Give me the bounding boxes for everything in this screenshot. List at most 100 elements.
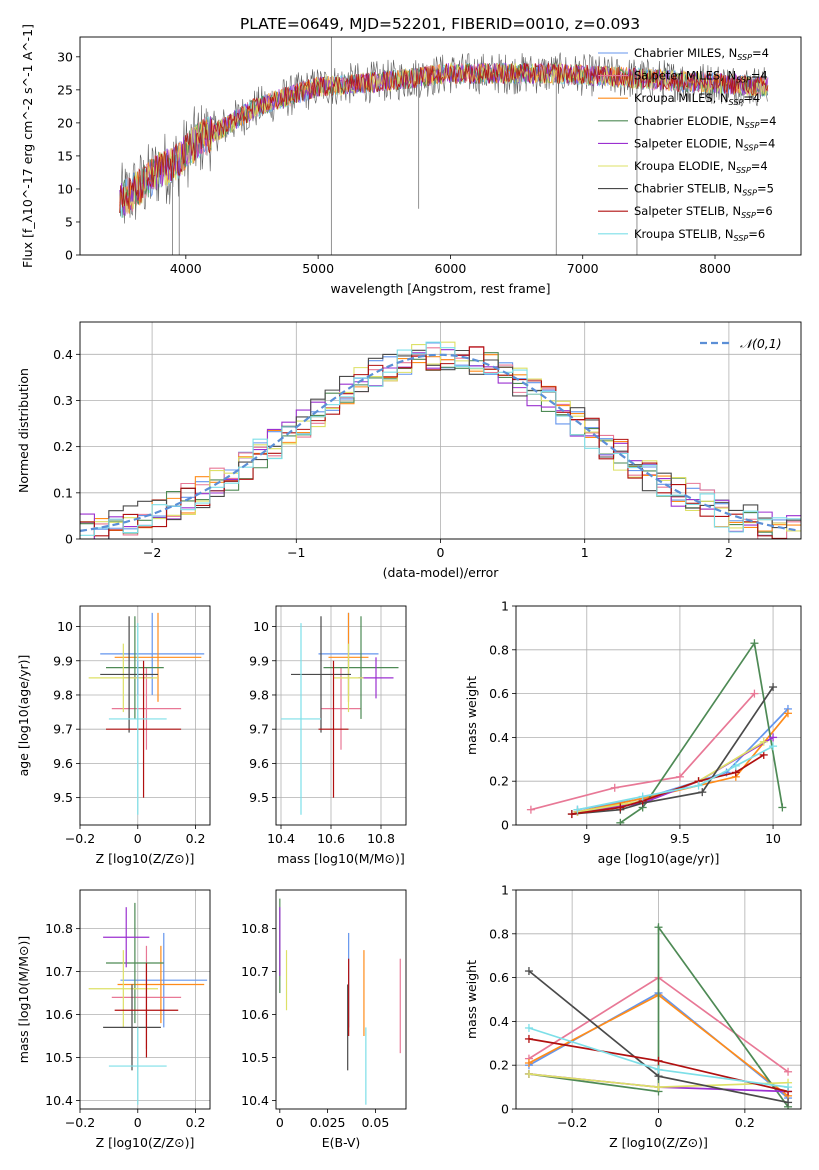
errorbar-point-chabrier-elodie [323,616,399,719]
y-tick-label: 10.6 [241,1007,269,1022]
y-axis-label: mass [log10(M/M⊙)] [16,936,31,1064]
legend-entry-salpeter-stelib: Salpeter STELIB, NSSP=6 [634,204,773,220]
y-tick-label: 15 [57,148,73,163]
series-marker-kroupa-miles [524,1059,533,1068]
axes-age_vs_Z: −0.2 0 0.2 9.5 9.6 9.7 9.8 9.9 10 Z [log10(Z/Z⊙)]… [16,605,211,866]
series-line-kroupa-miles [577,712,789,813]
x-tick-label: 1 [581,545,589,560]
x-tick-label: 0.2 [735,1115,755,1130]
errorbar-point-salpeter-miles [111,667,182,750]
x-tick-label: 9 [583,831,591,846]
errorbar-point-kroupa-miles [117,945,205,1024]
series-marker-kroupa-elodie [654,1083,663,1092]
series-marker-salpeter-miles [526,805,535,814]
figure-title: PLATE=0649, MJD=52201, FIBERID=0010, z=0… [240,15,640,33]
axes-frame [515,889,802,1110]
series-marker-chabrier-elodie [778,803,787,812]
y-tick-label: 10 [253,619,269,634]
axes-frame [275,605,407,826]
y-tick-label: 9.6 [53,756,73,771]
normal-curve [80,353,799,532]
histogram-kroupa-elodie [80,341,801,532]
y-tick-label: 0.8 [489,926,509,941]
errorbar-point-chabrier-elodie [106,902,164,1024]
x-tick-label: −0.2 [65,1115,95,1130]
y-tick-label: 0.4 [489,1014,509,1029]
series-marker-chabrier-stelib [524,967,533,976]
series-marker-salpeter-miles [784,1067,793,1076]
x-tick-label: 10.4 [267,831,295,846]
x-tick-label: −2 [143,545,161,560]
x-axis-label: mass [log10(M/M⊙)] [277,851,405,866]
y-tick-label: 9.7 [53,722,73,737]
x-tick-label: 6000 [435,261,467,276]
errorbar-point-salpeter-miles [321,667,361,750]
series-marker-salpeter-stelib [616,803,625,812]
x-tick-label: 4000 [170,261,202,276]
x-axis-label: Z [log10(Z/Z⊙)] [96,1135,195,1150]
legend-entry-chabrier-stelib: Chabrier STELIB, NSSP=5 [634,182,774,198]
legend-spectrum: Chabrier MILES, NSSP=4 Salpeter MILES, NS… [598,46,776,243]
series-marker-salpeter-miles [610,783,619,792]
errorbar-point-chabrier-miles [100,612,205,695]
series-marker-chabrier-elodie [654,923,663,932]
x-axis-label: Z [log10(Z/Z⊙)] [96,851,195,866]
x-axis-label: Z [log10(Z/Z⊙)] [609,1135,708,1150]
x-tick-label: 10.6 [317,831,345,846]
errorbar-point-chabrier-stelib [291,616,351,733]
errorbar-point-kroupa-elodie [333,643,364,713]
series-marker-salpeter-elodie [769,733,778,742]
errorbar-point-salpeter-elodie [103,907,150,968]
y-tick-label: 10.5 [45,1050,73,1065]
y-tick-label: 0 [65,248,73,263]
y-tick-label: 9.9 [53,653,73,668]
y-tick-label: 0.2 [53,439,73,454]
errorbar-point-kroupa-stelib [281,623,321,815]
y-tick-label: 0 [65,532,73,547]
y-tick-label: 0 [501,818,509,833]
errorbar-point-chabrier-stelib [103,984,161,1071]
y-tick-label: 1 [501,883,509,898]
y-tick-label: 10 [57,181,73,196]
x-tick-label: 0.2 [186,1115,206,1130]
y-tick-label: 10.8 [241,921,269,936]
series-line-salpeter-miles [530,693,756,811]
legend-entry-salpeter-miles: Salpeter MILES, NSSP=4 [634,69,768,85]
errorbar-point-salpeter-stelib [318,660,349,798]
y-tick-label: 0.4 [489,730,509,745]
y-tick-label: 0.3 [53,393,73,408]
errorbar-point-chabrier-stelib [100,616,158,733]
plot-area-weight_vs_Z [524,923,793,1109]
y-tick-label: 10.5 [241,1050,269,1065]
plot-area-age_vs_mass [281,612,399,815]
y-tick-label: 9.5 [249,790,269,805]
y-tick-label: 9.8 [53,687,73,702]
axes-frame [515,605,802,826]
x-tick-label: 10 [765,831,781,846]
x-tick-label: 0 [437,545,445,560]
y-tick-label: 0.4 [53,347,73,362]
series-marker-kroupa-stelib [638,792,647,801]
x-tick-label: 10.8 [367,831,395,846]
y-axis-label: mass weight [464,676,479,755]
x-tick-label: 0.05 [361,1115,389,1130]
y-tick-label: 10.8 [45,921,73,936]
axes-frame [79,889,211,1110]
y-tick-label: 0.2 [489,774,509,789]
y-tick-label: 1 [501,599,509,614]
series-marker-chabrier-stelib [769,683,778,692]
y-tick-label: 9.7 [249,722,269,737]
axes-frame [79,605,211,826]
y-tick-label: 10.7 [45,964,73,979]
y-tick-label: 10.4 [45,1093,73,1108]
y-tick-label: 30 [57,49,73,64]
axes-frame [79,321,802,540]
plot-area-age_vs_Z [88,612,205,815]
histogram-salpeter-stelib [80,346,801,539]
series-marker-salpeter-stelib [524,1034,533,1043]
axes-frame [79,36,802,256]
legend-entry-chabrier-miles: Chabrier MILES, NSSP=4 [634,46,769,62]
errorbar-point-chabrier-miles [120,932,208,1028]
errorbar-point-kroupa-elodie [88,950,158,1028]
series-marker-salpeter-miles [675,772,684,781]
